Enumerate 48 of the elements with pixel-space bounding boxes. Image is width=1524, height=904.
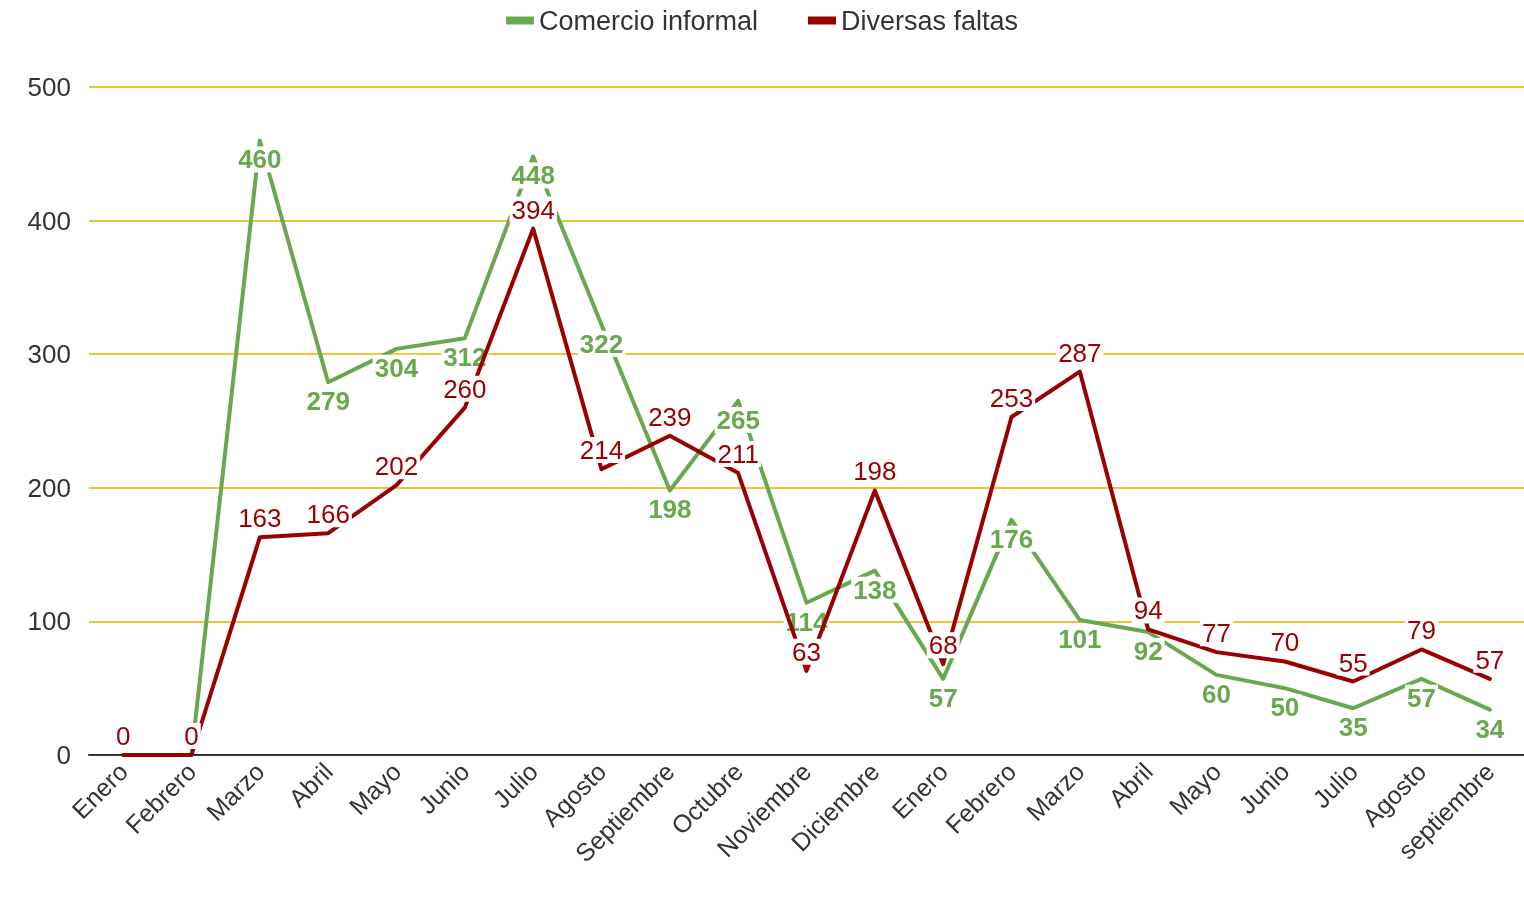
data-label: 0 [115, 721, 131, 751]
y-tick-label: 200 [27, 472, 71, 503]
data-label: 138 [853, 574, 897, 605]
data-label: 260 [443, 373, 487, 404]
data-label: 57 [1475, 644, 1505, 675]
data-label: 68 [928, 630, 958, 661]
y-tick-label: 300 [27, 339, 71, 370]
data-label: 176 [989, 523, 1034, 554]
data-label: 287 [1058, 337, 1102, 368]
data-label: 34 [1475, 713, 1505, 744]
data-label: 166 [306, 499, 350, 530]
data-label: 211 [717, 439, 759, 470]
data-label: 79 [1407, 615, 1436, 646]
data-label: 50 [1270, 692, 1300, 723]
data-label: 101 [1058, 624, 1102, 655]
data-label: 198 [648, 494, 692, 525]
data-label: 70 [1270, 627, 1300, 658]
data-label: 279 [306, 386, 350, 417]
x-tick-label: Julio [1306, 757, 1364, 814]
data-label: 202 [374, 451, 419, 482]
data-label: 198 [853, 456, 897, 487]
data-label: 163 [238, 503, 282, 534]
legend-label: Diversas faltas [841, 5, 1019, 36]
data-label: 57 [1407, 682, 1436, 713]
data-label: 60 [1202, 678, 1231, 709]
data-label: 63 [792, 636, 821, 667]
data-label: 322 [579, 328, 624, 359]
y-tick-label: 0 [56, 740, 71, 770]
data-label: 394 [511, 194, 555, 225]
data-label: 35 [1338, 712, 1368, 743]
x-tick-label: Julio [486, 757, 544, 814]
y-tick-label: 100 [27, 606, 71, 637]
data-label: 92 [1133, 636, 1163, 667]
data-label: 460 [238, 144, 282, 175]
data-label: 57 [928, 682, 958, 713]
legend-label: Comercio informal [538, 5, 759, 36]
y-tick-label: 400 [27, 205, 71, 236]
data-label: 239 [648, 401, 692, 432]
data-label: 77 [1202, 618, 1231, 649]
data-label: 55 [1338, 647, 1368, 678]
data-label: 94 [1133, 595, 1163, 626]
y-tick-label: 500 [27, 72, 71, 102]
data-label: 448 [511, 160, 555, 191]
data-label: 304 [374, 352, 419, 383]
data-label: 265 [716, 404, 760, 435]
data-label: 214 [579, 435, 624, 466]
data-label: 0 [184, 721, 199, 751]
data-label: 253 [989, 382, 1034, 413]
